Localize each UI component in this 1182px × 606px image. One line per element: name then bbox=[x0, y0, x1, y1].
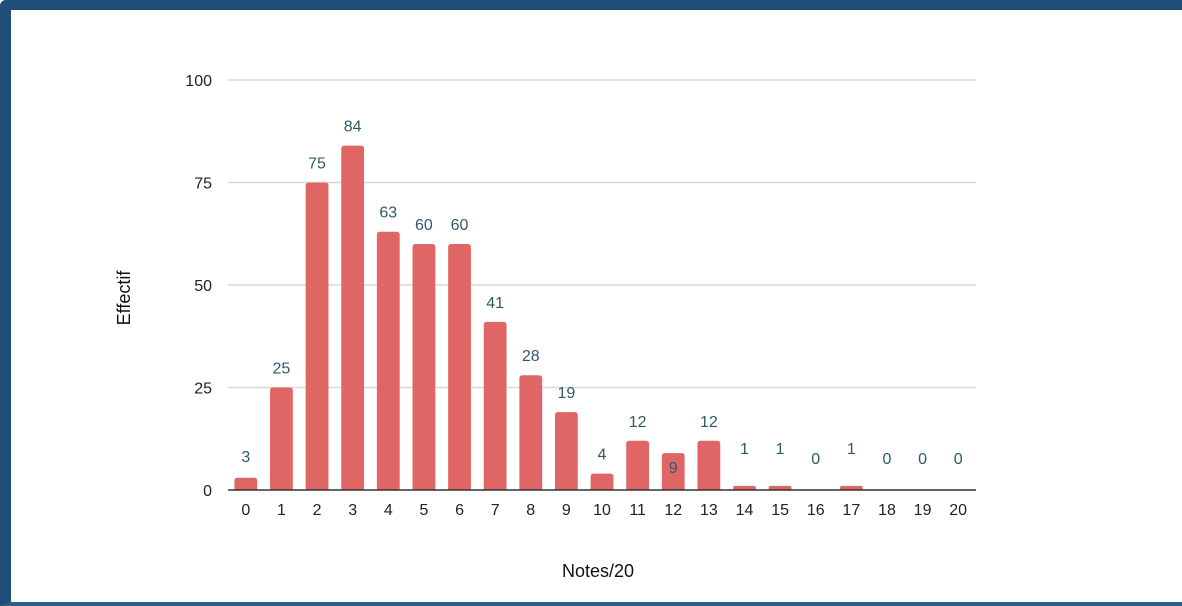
bar-13 bbox=[697, 441, 720, 490]
x-tick-label-15: 15 bbox=[771, 502, 789, 519]
x-tick-label-7: 7 bbox=[491, 502, 500, 519]
value-label-7: 41 bbox=[486, 295, 504, 312]
value-label-11: 12 bbox=[629, 414, 647, 431]
bar-0 bbox=[234, 478, 257, 490]
bar-2 bbox=[306, 183, 329, 491]
x-tick-label-2: 2 bbox=[313, 502, 322, 519]
x-tick-label-8: 8 bbox=[526, 502, 535, 519]
value-label-16: 0 bbox=[811, 451, 820, 468]
x-tick-label-4: 4 bbox=[384, 502, 393, 519]
bar-9 bbox=[555, 412, 578, 490]
y-tick-label: 0 bbox=[203, 483, 212, 500]
x-tick-label-12: 12 bbox=[664, 502, 682, 519]
value-label-4: 63 bbox=[379, 205, 397, 222]
x-tick-label-5: 5 bbox=[419, 502, 428, 519]
value-label-15: 1 bbox=[776, 441, 785, 458]
bar-10 bbox=[591, 474, 614, 490]
y-tick-label: 25 bbox=[194, 381, 212, 398]
gridlines bbox=[228, 80, 976, 388]
x-tick-label-16: 16 bbox=[807, 502, 825, 519]
value-label-5: 60 bbox=[415, 217, 433, 234]
x-tick-label-6: 6 bbox=[455, 502, 464, 519]
x-tick-label-0: 0 bbox=[241, 502, 250, 519]
bar-1 bbox=[270, 388, 293, 491]
value-label-6: 60 bbox=[451, 217, 469, 234]
value-label-0: 3 bbox=[241, 449, 250, 466]
x-tick-label-17: 17 bbox=[842, 502, 860, 519]
x-tick-label-1: 1 bbox=[277, 502, 286, 519]
bar-6 bbox=[448, 244, 471, 490]
x-tick-label-19: 19 bbox=[914, 502, 932, 519]
y-axis-title: Effectif bbox=[114, 270, 134, 326]
value-label-13: 12 bbox=[700, 414, 718, 431]
value-label-20: 0 bbox=[954, 451, 963, 468]
bar-4 bbox=[377, 232, 400, 490]
value-label-14: 1 bbox=[740, 441, 749, 458]
value-label-3: 84 bbox=[344, 119, 362, 136]
value-label-2: 75 bbox=[308, 156, 326, 173]
bar-5 bbox=[413, 244, 436, 490]
value-label-18: 0 bbox=[882, 451, 891, 468]
bar-11 bbox=[626, 441, 649, 490]
x-tick-label-20: 20 bbox=[949, 502, 967, 519]
y-tick-label: 100 bbox=[185, 73, 212, 90]
value-label-17: 1 bbox=[847, 441, 856, 458]
x-tick-label-13: 13 bbox=[700, 502, 718, 519]
value-label-9: 19 bbox=[557, 385, 575, 402]
bar-8 bbox=[519, 375, 542, 490]
y-tick-label: 75 bbox=[194, 176, 212, 193]
bars bbox=[234, 146, 862, 490]
x-tick-label-11: 11 bbox=[629, 502, 646, 519]
value-label-1: 25 bbox=[273, 361, 291, 378]
y-tick-labels: 0 25 50 75 100 bbox=[185, 73, 212, 500]
value-label-8: 28 bbox=[522, 348, 540, 365]
x-tick-label-3: 3 bbox=[348, 502, 357, 519]
x-tick-label-10: 10 bbox=[593, 502, 611, 519]
x-tick-label-14: 14 bbox=[736, 502, 754, 519]
bar-3 bbox=[341, 146, 364, 490]
x-tick-label-18: 18 bbox=[878, 502, 896, 519]
y-tick-label: 50 bbox=[194, 278, 212, 295]
value-label-12: 9 bbox=[669, 460, 678, 477]
value-label-10: 4 bbox=[598, 447, 607, 464]
value-label-19: 0 bbox=[918, 451, 927, 468]
bar-7 bbox=[484, 322, 507, 490]
x-tick-label-9: 9 bbox=[562, 502, 571, 519]
x-axis-title: Notes/20 bbox=[562, 561, 634, 581]
x-tick-labels: 0 1 2 3 4 5 6 7 8 9 10 11 12 13 14 15 16 17 18 19 20 bbox=[241, 502, 967, 519]
